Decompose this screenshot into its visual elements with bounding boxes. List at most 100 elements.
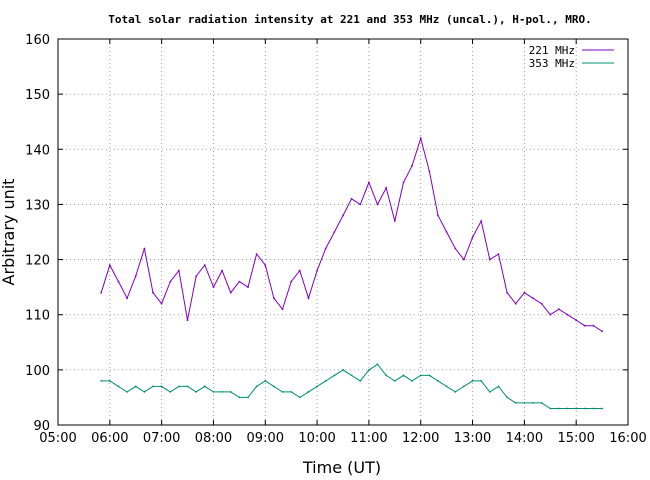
x-tick-label: 16:00 bbox=[609, 431, 646, 446]
data-point bbox=[273, 297, 275, 300]
data-point bbox=[186, 385, 189, 388]
x-tick-label: 10:00 bbox=[298, 431, 335, 446]
data-point bbox=[212, 391, 215, 393]
data-point bbox=[229, 291, 232, 294]
data-point bbox=[186, 319, 189, 322]
data-point bbox=[350, 198, 353, 200]
data-point bbox=[247, 396, 249, 399]
data-point bbox=[307, 297, 310, 300]
y-tick-label: 100 bbox=[25, 364, 50, 379]
data-point bbox=[575, 319, 578, 322]
legend-label: 221 MHz bbox=[529, 44, 575, 57]
data-point bbox=[385, 187, 388, 189]
x-tick-label: 06:00 bbox=[91, 431, 128, 446]
x-tick-label: 12:00 bbox=[402, 431, 439, 446]
data-point bbox=[393, 380, 396, 382]
x-tick-label: 08:00 bbox=[195, 431, 232, 446]
plot-frame bbox=[57, 38, 629, 426]
x-tick-label: 09:00 bbox=[247, 431, 284, 446]
y-tick-label: 110 bbox=[25, 309, 50, 324]
data-point bbox=[203, 385, 206, 388]
series-line-1 bbox=[100, 136, 603, 332]
data-point bbox=[454, 391, 457, 393]
data-point bbox=[549, 313, 552, 316]
grid bbox=[58, 39, 628, 425]
data-point bbox=[566, 407, 569, 410]
data-point bbox=[601, 330, 603, 333]
data-point bbox=[463, 258, 465, 261]
x-tick-label: 05:00 bbox=[39, 431, 76, 446]
data-point bbox=[480, 380, 483, 382]
data-point bbox=[195, 275, 198, 277]
x-tick-label: 07:00 bbox=[143, 431, 180, 446]
data-point bbox=[437, 380, 439, 382]
data-point bbox=[324, 247, 327, 250]
data-point bbox=[342, 214, 344, 217]
data-point bbox=[298, 396, 301, 399]
data-point bbox=[108, 380, 111, 382]
data-point bbox=[368, 181, 370, 184]
data-point bbox=[255, 253, 258, 256]
data-point bbox=[480, 220, 483, 222]
x-tick-label: 15:00 bbox=[557, 431, 594, 446]
data-point bbox=[117, 280, 120, 283]
data-point bbox=[583, 324, 586, 327]
data-point bbox=[203, 264, 206, 266]
data-point bbox=[549, 407, 552, 410]
data-point bbox=[281, 308, 284, 311]
data-point bbox=[402, 374, 405, 377]
x-axis-label: Time (UT) bbox=[302, 458, 381, 477]
y-axis-label: Arbitrary unit bbox=[0, 179, 18, 286]
data-point bbox=[290, 391, 293, 393]
data-point bbox=[117, 385, 120, 388]
data-point bbox=[359, 380, 362, 382]
data-point bbox=[307, 391, 310, 393]
data-point bbox=[393, 220, 396, 222]
data-point bbox=[497, 253, 500, 256]
data-point bbox=[273, 385, 275, 388]
data-point bbox=[419, 137, 422, 140]
data-point bbox=[143, 247, 146, 250]
series-line-2 bbox=[101, 363, 603, 409]
data-point bbox=[134, 275, 137, 277]
data-point bbox=[134, 385, 137, 388]
data-point bbox=[488, 391, 491, 393]
data-point bbox=[514, 402, 517, 404]
data-point bbox=[324, 380, 327, 382]
data-point bbox=[178, 385, 180, 388]
y-tick-label: 150 bbox=[25, 88, 50, 103]
data-point bbox=[160, 385, 163, 388]
data-point bbox=[402, 181, 405, 184]
x-tick-label: 11:00 bbox=[350, 431, 387, 446]
data-point bbox=[428, 170, 431, 173]
data-point bbox=[471, 380, 474, 382]
legend-label: 353 MHz bbox=[529, 57, 575, 70]
data-point bbox=[221, 269, 224, 272]
y-tick-label: 120 bbox=[25, 254, 50, 269]
data-point bbox=[601, 407, 603, 410]
data-point bbox=[152, 291, 154, 294]
data-point bbox=[592, 407, 595, 410]
data-point bbox=[368, 369, 370, 371]
data-point bbox=[342, 369, 344, 371]
data-point bbox=[506, 291, 508, 294]
data-point bbox=[540, 402, 543, 404]
data-point bbox=[411, 164, 413, 167]
y-tick-label: 90 bbox=[33, 419, 50, 434]
y-axis: 90 100 110 120 130 140 150 160 bbox=[25, 33, 628, 434]
data-point bbox=[100, 291, 103, 294]
data-point bbox=[143, 391, 146, 393]
y-tick-label: 130 bbox=[25, 198, 50, 213]
x-tick-label: 13:00 bbox=[454, 431, 491, 446]
data-point bbox=[100, 380, 103, 382]
data-point bbox=[437, 214, 439, 217]
data-point bbox=[126, 297, 128, 300]
data-point bbox=[264, 264, 267, 266]
series-layer bbox=[100, 136, 603, 410]
data-point bbox=[471, 236, 474, 239]
data-point bbox=[169, 280, 172, 283]
data-point bbox=[152, 385, 154, 388]
data-point bbox=[359, 203, 362, 206]
data-point bbox=[290, 280, 293, 283]
